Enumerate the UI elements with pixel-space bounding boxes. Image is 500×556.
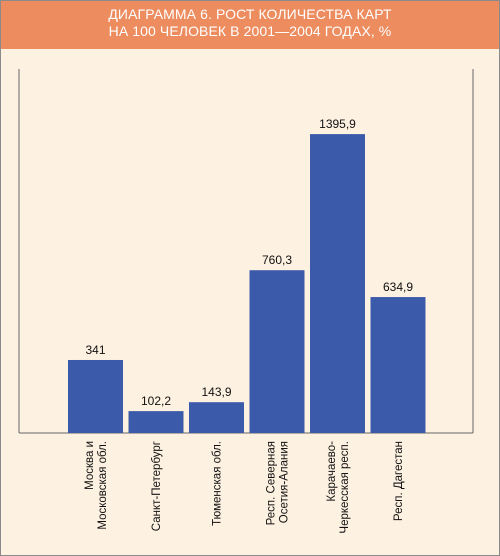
category-label: Респ. Дагестан <box>393 441 405 521</box>
category-label-line: Респ. Дагестан <box>393 441 405 521</box>
bar-value-label: 102,2 <box>141 394 171 408</box>
category-label: Респ. Северная Осетия-Алания <box>266 441 291 525</box>
category-label-line: Респ. Северная <box>266 441 278 525</box>
chart-title-line-1: ДИАГРАММА 6. РОСТ КОЛИЧЕСТВА КАРТ <box>108 6 392 22</box>
bar <box>310 134 365 434</box>
bar-value-label: 634,9 <box>383 280 413 294</box>
category-label: Тюменская обл. <box>212 441 224 526</box>
category-label-line: Карачаево- <box>326 441 338 502</box>
bar-value-label: 143,9 <box>201 385 231 399</box>
bar <box>249 270 305 433</box>
bar-value-label: 341 <box>85 343 105 357</box>
bar <box>128 411 184 433</box>
bar-value-label: 760,3 <box>262 253 292 267</box>
category-label: Карачаево- Черкесская респ. <box>326 441 351 534</box>
category-label: Москва и Московская обл. <box>84 441 109 530</box>
chart-header: ДИАГРАММА 6. РОСТ КОЛИЧЕСТВА КАРТ НА 100… <box>1 1 499 49</box>
category-label: Санкт-Петербург <box>151 441 163 531</box>
chart-title-line-2: НА 100 ЧЕЛОВЕК В 2001—2004 ГОДАХ, % <box>108 23 392 39</box>
bar <box>370 297 426 433</box>
bar-value-label: 1395,9 <box>319 117 356 131</box>
category-label-line: Санкт-Петербург <box>151 441 163 531</box>
category-label-line: Черкесская респ. <box>339 441 351 534</box>
bar <box>189 402 244 433</box>
category-label-line: Осетия-Алания <box>279 441 291 523</box>
category-label-line: Тюменская обл. <box>212 441 224 526</box>
bar <box>68 359 123 433</box>
category-label-line: Московская обл. <box>97 441 109 530</box>
category-label-line: Москва и <box>84 441 96 490</box>
